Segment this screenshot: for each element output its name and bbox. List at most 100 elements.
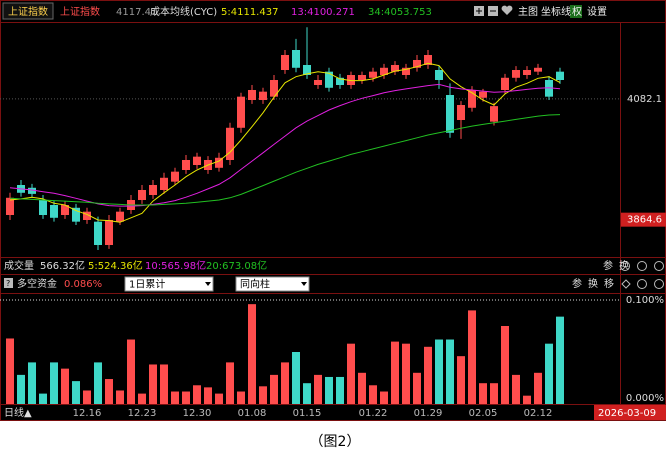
x-tick-label: 02.05 [469,408,498,419]
candle-body [149,185,157,195]
help-glyph: ? [6,279,10,288]
bar [28,362,36,404]
bar [402,343,410,404]
bar [369,385,377,404]
dropdown-arrow [205,282,211,286]
ma-line [9,62,561,223]
candle-body [248,90,256,100]
panel-tool[interactable]: 参 [572,277,582,290]
bar [237,391,245,404]
candle-body [490,106,498,122]
x-tick-label: 01.08 [238,408,267,419]
candle-body [83,211,91,220]
candle-body [182,160,190,170]
candle-body [237,96,245,128]
candle-body [512,70,520,78]
index-tag: 上证指数 [8,5,48,18]
candle-body [435,70,443,80]
candle-body [314,80,322,85]
ma-line [9,83,561,207]
money-title: 多空资金 [17,277,57,290]
panel-tool[interactable]: 参 [603,259,613,272]
help-icon[interactable] [4,278,13,288]
plus-glyph [476,8,482,14]
x-tick-label: 12.30 [183,408,212,419]
period-label[interactable]: 日线▲ [4,406,32,419]
candle-body [72,207,80,222]
bar [358,372,366,404]
heart-icon[interactable] [501,5,513,15]
bar [215,393,223,404]
bar [171,391,179,404]
toolbar-button[interactable]: 权 [572,5,582,18]
toolbar-button[interactable]: 坐标线 [541,5,571,18]
bar [424,346,432,404]
volume-title: 成交量 [4,259,34,272]
bar [347,343,355,404]
close-icon[interactable] [654,261,664,271]
dropdown-text[interactable]: 同向柱 [240,278,270,291]
bar [17,374,25,404]
bar [6,338,14,404]
candle-body [446,95,454,133]
toolbar-icons[interactable] [474,5,513,16]
indicator-title: 成本均线(CYC) [150,5,217,18]
candle-body [215,157,223,168]
circle-icon[interactable] [637,279,647,289]
bar [391,341,399,404]
candle-body [138,190,146,200]
candle-body [171,171,179,182]
bar [149,364,157,404]
bar [72,381,80,404]
candle-body [336,77,344,85]
candle-body [501,77,509,90]
candle-body [303,65,311,75]
candle-body [116,211,124,222]
panel-tool[interactable]: 移 [604,277,614,290]
bar [314,374,322,404]
candle-body [226,127,234,160]
candle-body [391,65,399,72]
y-tick-label: 4082.1 [627,94,662,105]
index-price: 4117.41 [116,7,157,18]
circle-icon[interactable] [620,261,630,271]
candle-body [61,205,69,215]
legend-entry: 13:4100.271 [291,7,355,18]
bar [556,316,564,404]
bar [534,372,542,404]
toolbar-button[interactable]: 设置 [587,6,607,18]
x-tick-label: 12.16 [73,408,102,419]
circle-icon[interactable] [637,261,647,271]
bar [468,310,476,404]
x-tick-label: 12.23 [128,408,157,419]
panel-tool[interactable]: 换 [619,259,629,272]
bar [226,362,234,404]
end-date: 2026-03-09 [598,408,656,419]
bar [160,364,168,404]
panel-icons[interactable] [620,261,664,289]
candle-body [457,105,465,120]
bar [204,387,212,404]
dropdown-text[interactable]: 1日累计 [129,278,165,291]
candle-body [259,91,267,100]
bar [336,376,344,404]
candle-body [6,197,14,215]
bar [94,362,102,404]
panel-tool[interactable]: 换 [588,277,598,290]
legend-entry: 34:4053.753 [368,7,432,18]
dropdown[interactable] [235,276,310,292]
bar [303,383,311,404]
money-value: 0.086% [64,279,102,290]
bar [138,393,146,404]
candle-body [424,55,432,65]
background [0,0,666,421]
bar [248,304,256,404]
candle-body [105,220,113,245]
bar [259,386,267,404]
close-icon[interactable] [654,279,664,289]
diamond-icon[interactable] [621,279,631,289]
candle-body [468,90,476,108]
dropdown[interactable] [124,276,214,292]
bar [479,383,487,404]
toolbar-button[interactable]: 主图 [518,6,538,18]
